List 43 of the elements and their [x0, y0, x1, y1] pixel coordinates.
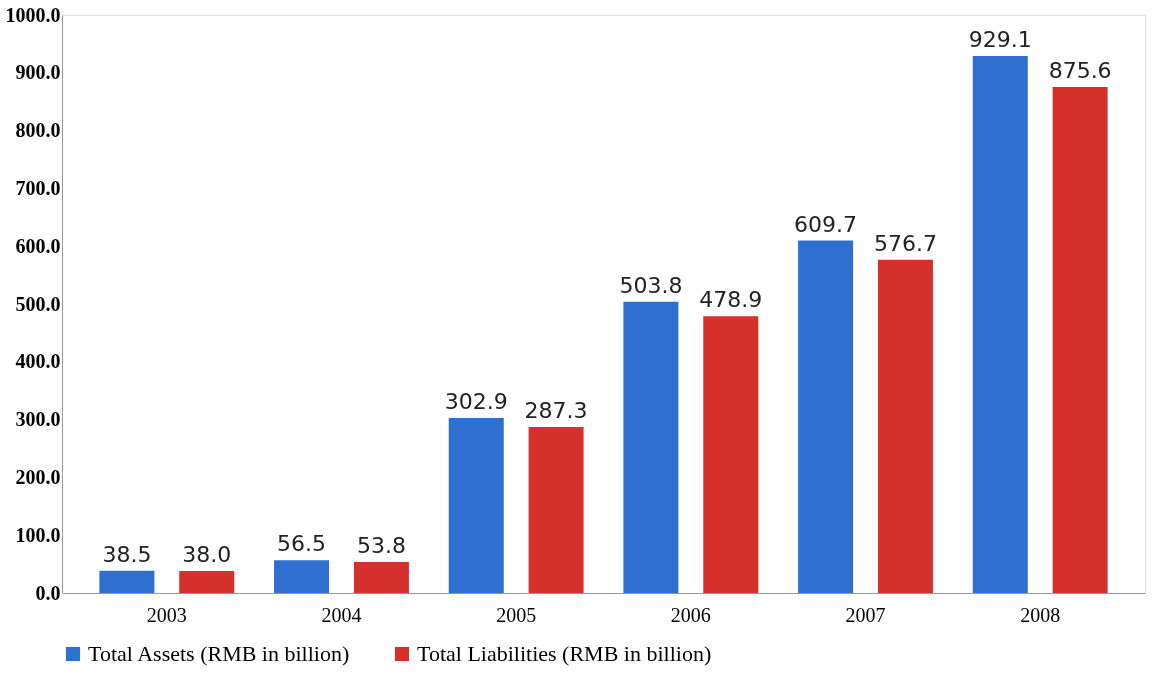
bar [623, 301, 679, 593]
legend-label: Total Assets (RMB in billion) [88, 641, 350, 666]
data-label: 53.8 [356, 532, 406, 558]
y-tick-label: 100.0 [15, 523, 61, 546]
x-tick-label: 2004 [321, 603, 362, 626]
data-label: 302.9 [444, 388, 508, 414]
x-tick-label: 2007 [845, 603, 886, 626]
y-tick-label: 400.0 [15, 350, 61, 373]
y-tick-label: 900.0 [15, 61, 61, 84]
x-tick-label: 2003 [146, 603, 187, 626]
bar [528, 426, 584, 593]
bar [179, 571, 235, 593]
bar [274, 560, 330, 593]
bar [877, 259, 933, 593]
data-label: 929.1 [968, 26, 1032, 52]
data-label: 875.6 [1048, 57, 1112, 83]
data-label: 38.5 [102, 541, 152, 567]
data-label: 609.7 [794, 211, 858, 237]
y-tick-label: 800.0 [15, 119, 61, 142]
legend-label: Total Liabilities (RMB in billion) [417, 641, 712, 666]
y-tick-label: 600.0 [15, 234, 61, 257]
y-tick-label: 500.0 [15, 292, 61, 315]
bar [448, 417, 504, 593]
bar [703, 316, 759, 593]
y-tick-label: 300.0 [15, 408, 61, 431]
y-tick-label: 700.0 [15, 176, 61, 199]
x-tick-label: 2005 [496, 603, 537, 626]
data-label: 38.0 [182, 542, 232, 568]
bar [353, 561, 409, 593]
data-label: 287.3 [524, 397, 588, 423]
x-tick-label: 2008 [1020, 603, 1061, 626]
x-tick-label: 2006 [670, 603, 711, 626]
bar [972, 55, 1028, 593]
data-label: 576.7 [873, 230, 937, 256]
bar [1052, 86, 1108, 593]
data-label: 478.9 [699, 287, 763, 313]
y-tick-label: 200.0 [15, 465, 61, 488]
y-tick-label: 0.0 [35, 581, 61, 604]
y-tick-label: 1000.0 [5, 3, 61, 26]
bar [99, 570, 155, 593]
data-label: 56.5 [277, 531, 327, 557]
bar [798, 240, 854, 593]
data-label: 503.8 [619, 272, 683, 298]
